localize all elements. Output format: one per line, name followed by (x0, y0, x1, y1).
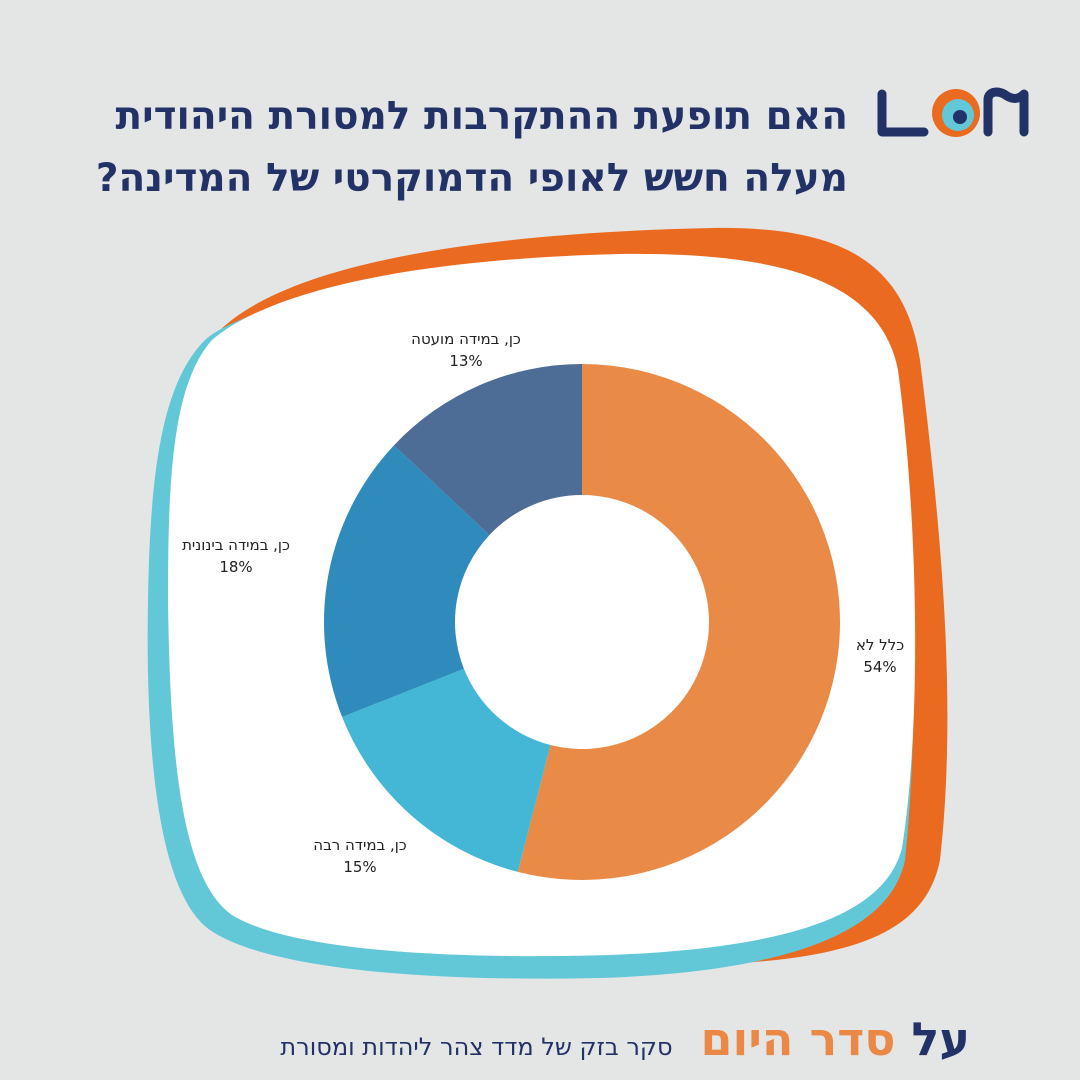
donut-slice-1 (517, 364, 840, 880)
slice-label-3: כן, במידה בינונית (182, 536, 290, 554)
slice-label-4: כן, במידה מועטה (411, 330, 521, 348)
logo-swirl-center (953, 110, 967, 124)
logo-letter-left (877, 89, 929, 137)
brand-prefix: על (911, 1012, 970, 1066)
chart-title: האם תופעת ההתקרבות למסורת היהודית מעלה ח… (48, 86, 848, 210)
donut-labels: כלל לא 54% כן, במידה רבה 15% כן, במידה בינונ… (182, 330, 904, 876)
slice-value-2: 15% (343, 858, 376, 876)
title-line-1: האם תופעת ההתקרבות למסורת היהודית (115, 94, 848, 139)
logo-letter-right (983, 87, 1029, 137)
slice-label-1: כלל לא (856, 636, 904, 654)
brand-logo-text: על סדר היום (701, 1012, 970, 1066)
brand-main: סדר היום (700, 1012, 896, 1066)
donut-slice-3 (324, 445, 490, 717)
donut-slice-2 (342, 668, 551, 872)
footer: על סדר היום סקר בזק של מדד צהר ליהדות ומ… (280, 1012, 970, 1066)
slice-label-2: כן, במידה רבה (313, 836, 407, 854)
donut-slice-4 (393, 364, 582, 536)
slice-value-3: 18% (219, 558, 252, 576)
slice-value-4: 13% (449, 352, 482, 370)
slice-value-1: 54% (863, 658, 896, 676)
title-line-2: מעלה חשש לאופי הדמוקרטי של המדינה? (95, 156, 848, 201)
donut-slices (324, 364, 840, 880)
survey-source: סקר בזק של מדד צהר ליהדות ומסורת (280, 1033, 673, 1061)
swirl-logo-icon (877, 87, 1029, 137)
